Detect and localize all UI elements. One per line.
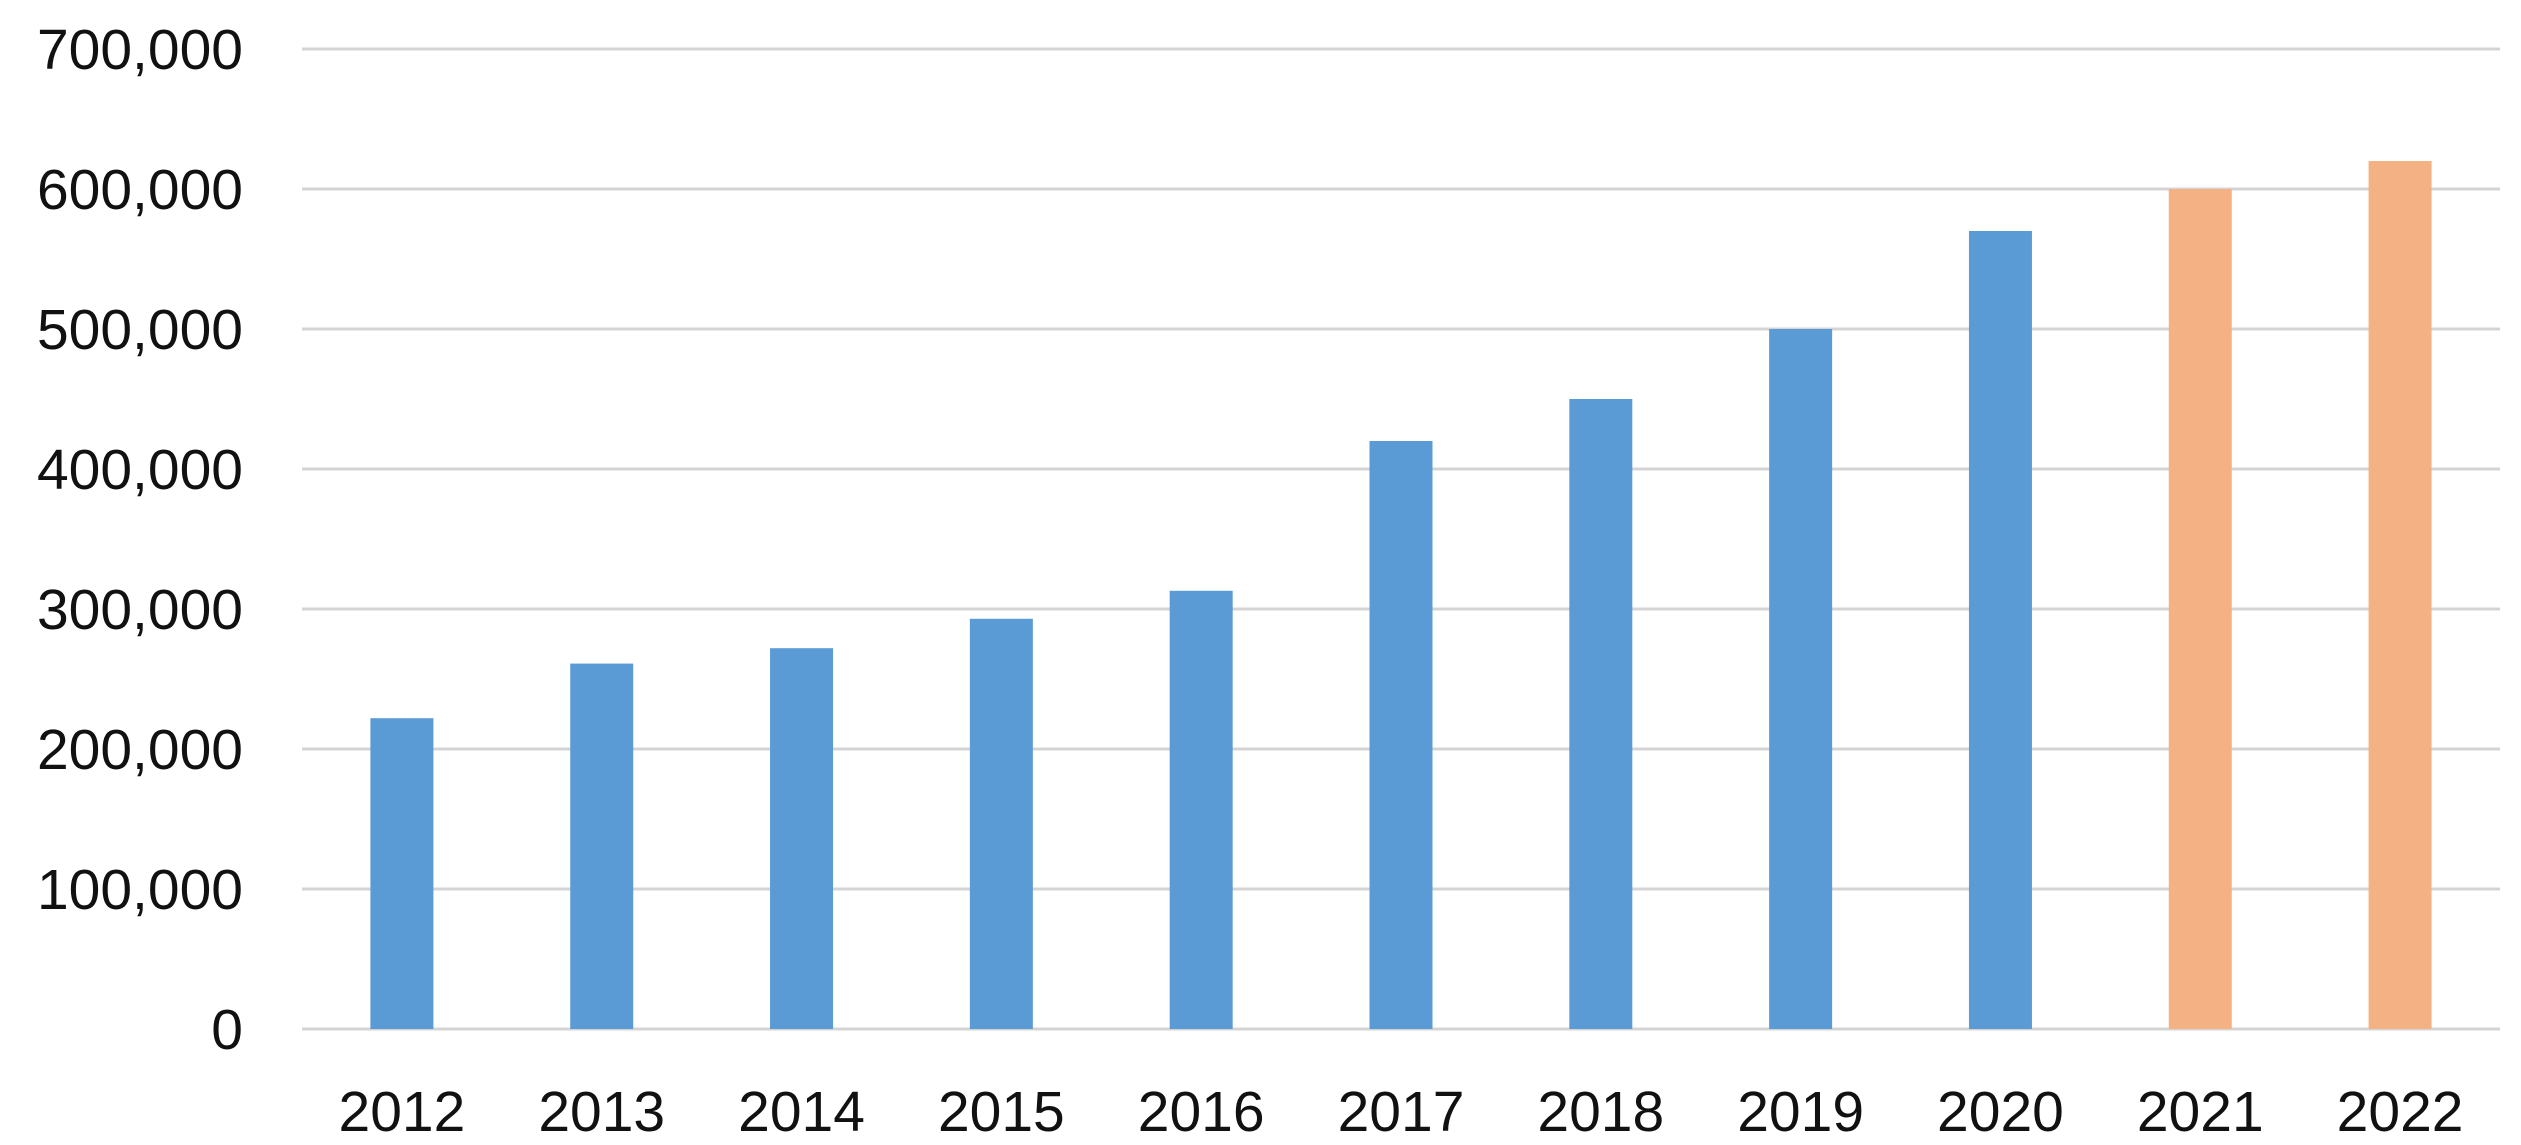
x-tick-label: 2019 [1737, 1080, 1864, 1140]
bar-2019 [1769, 329, 1833, 1029]
bar-2017 [1369, 441, 1433, 1029]
x-tick-label: 2012 [339, 1080, 466, 1140]
y-tick-label: 500,000 [37, 298, 243, 362]
y-tick-label: 200,000 [37, 718, 243, 782]
y-axis-tick-labels: 0 100,000 200,000 300,000 400,000 500,000 600,… [37, 18, 243, 1062]
x-tick-label: 2021 [2137, 1080, 2264, 1140]
bar-2022 [2368, 161, 2432, 1029]
x-tick-label: 2014 [738, 1080, 865, 1140]
y-tick-label: 700,000 [37, 18, 243, 82]
bar-2012 [370, 718, 434, 1029]
bar-2020 [1968, 231, 2032, 1029]
bar-2014 [770, 648, 834, 1029]
y-tick-label: 0 [211, 998, 243, 1062]
bar-2013 [570, 663, 634, 1029]
y-tick-label: 400,000 [37, 438, 243, 502]
x-tick-label: 2018 [1537, 1080, 1664, 1140]
x-tick-label: 2016 [1138, 1080, 1265, 1140]
y-tick-label: 600,000 [37, 158, 243, 222]
x-axis-tick-labels: 2012 2013 2014 2015 2016 2017 2018 2019 2020 2021… [339, 1080, 2464, 1144]
x-tick-label: 2017 [1338, 1080, 1465, 1140]
x-tick-label: 2022 [2337, 1080, 2464, 1140]
x-tick-label: 2020 [1937, 1080, 2064, 1140]
bars [370, 161, 2432, 1029]
y-tick-label: 300,000 [37, 578, 243, 642]
x-tick-label: 2013 [538, 1080, 665, 1140]
y-tick-label: 100,000 [37, 858, 243, 922]
x-tick-label: 2015 [938, 1080, 1065, 1140]
bar-2016 [1169, 590, 1233, 1029]
bar-2018 [1569, 399, 1633, 1029]
bar-2021 [2168, 189, 2232, 1029]
bar-2015 [969, 618, 1033, 1029]
